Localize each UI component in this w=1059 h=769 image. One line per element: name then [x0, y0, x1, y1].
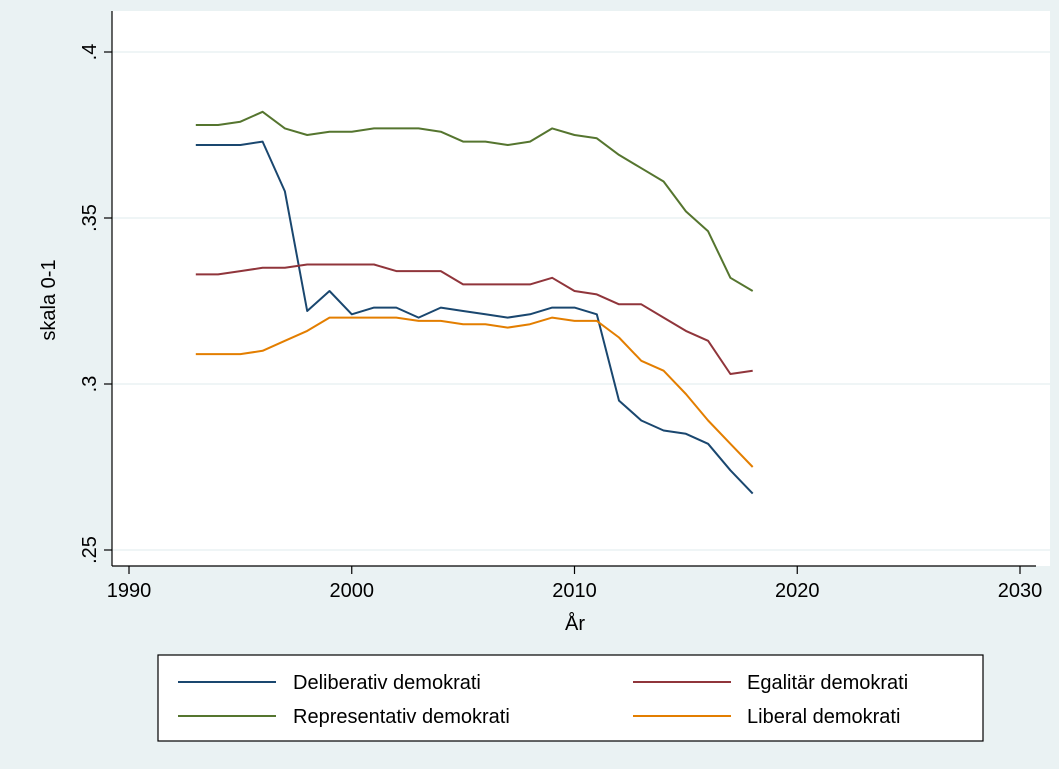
x-tick-label-0: 1990 — [107, 580, 152, 602]
gridlines — [112, 51, 1050, 551]
x-tick-label-1: 2000 — [330, 580, 375, 602]
x-tick-label-4: 2030 — [998, 580, 1043, 602]
series-line-3 — [195, 316, 754, 468]
y-tick-label-2: .35 — [79, 204, 101, 232]
legend-label-representativ: Representativ demokrati — [293, 706, 510, 728]
x-tick-label-3: 2020 — [775, 580, 820, 602]
legend-label-deliberativ: Deliberativ demokrati — [293, 672, 481, 694]
x-tick-label-2: 2010 — [552, 580, 597, 602]
y-tick-label-3: .4 — [79, 44, 101, 61]
y-axis-title: skala 0-1 — [38, 259, 60, 340]
legend-label-liberal: Liberal demokrati — [747, 706, 900, 728]
series-line-0 — [195, 140, 754, 495]
series-line-1 — [195, 263, 753, 375]
legend: Deliberativ demokrati Egalitär demokrati… — [157, 654, 984, 742]
axes: .25 .3 .35 .4 1990 2000 2010 2020 2030 — [79, 11, 1042, 602]
legend-label-egalitar: Egalitär demokrati — [747, 672, 908, 694]
legend-box — [157, 654, 984, 742]
x-axis-title: År — [565, 612, 585, 635]
y-tick-label-1: .3 — [79, 376, 101, 393]
series-lines — [195, 110, 754, 495]
y-tick-label-0: .25 — [79, 536, 101, 564]
series-line-2 — [195, 110, 754, 292]
plot-area — [112, 11, 1050, 566]
